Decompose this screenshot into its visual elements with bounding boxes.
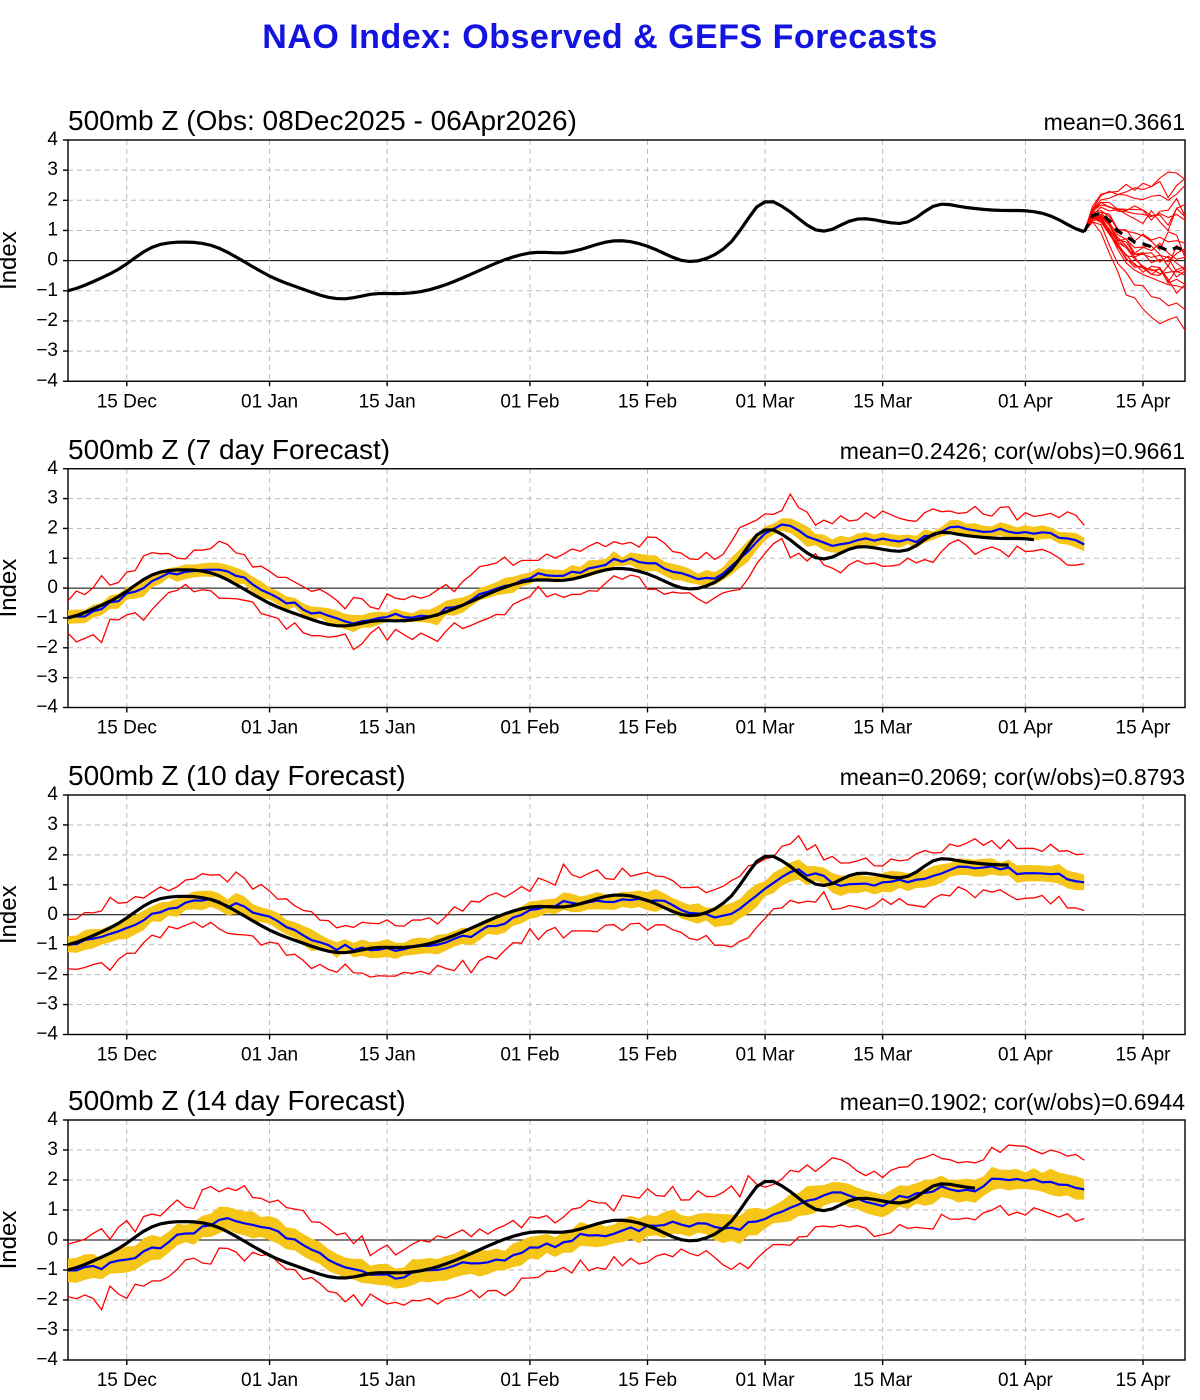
svg-text:Index: Index (0, 1211, 22, 1270)
svg-text:−2: −2 (36, 1289, 58, 1310)
svg-text:0: 0 (47, 1229, 58, 1250)
svg-text:1: 1 (47, 874, 58, 895)
svg-text:−4: −4 (36, 370, 58, 391)
svg-text:0: 0 (47, 904, 58, 925)
svg-text:15 Apr: 15 Apr (1116, 718, 1172, 739)
svg-text:01 Apr: 01 Apr (998, 1370, 1054, 1391)
svg-text:4: 4 (47, 458, 58, 479)
svg-text:2: 2 (47, 189, 58, 210)
svg-text:01 Jan: 01 Jan (241, 1370, 298, 1391)
svg-text:500mb Z (10 day Forecast): 500mb Z (10 day Forecast) (68, 760, 406, 791)
svg-text:−2: −2 (36, 964, 58, 985)
svg-text:15 Feb: 15 Feb (618, 1370, 677, 1391)
svg-text:01 Apr: 01 Apr (998, 1045, 1054, 1066)
svg-text:01 Mar: 01 Mar (736, 718, 796, 739)
svg-text:mean=0.2426; cor(w/obs)=0.9661: mean=0.2426; cor(w/obs)=0.9661 (840, 438, 1185, 464)
svg-text:01 Apr: 01 Apr (998, 718, 1054, 739)
svg-text:15 Jan: 15 Jan (359, 1370, 416, 1391)
svg-text:mean=0.2069; cor(w/obs)=0.8793: mean=0.2069; cor(w/obs)=0.8793 (840, 764, 1185, 790)
svg-text:−1: −1 (36, 1259, 58, 1280)
svg-text:0: 0 (47, 250, 58, 271)
svg-text:01 Jan: 01 Jan (241, 1045, 298, 1066)
svg-text:2: 2 (47, 1169, 58, 1190)
svg-text:01 Feb: 01 Feb (500, 718, 559, 739)
svg-text:01 Feb: 01 Feb (500, 391, 559, 412)
svg-text:4: 4 (47, 1109, 58, 1130)
svg-text:15 Apr: 15 Apr (1116, 391, 1172, 412)
svg-text:3: 3 (47, 159, 58, 180)
svg-text:15 Mar: 15 Mar (853, 1045, 913, 1066)
svg-text:15 Mar: 15 Mar (853, 1370, 913, 1391)
svg-text:−2: −2 (36, 637, 58, 658)
svg-text:−3: −3 (36, 667, 58, 688)
svg-text:15 Mar: 15 Mar (853, 391, 913, 412)
svg-text:Index: Index (0, 231, 22, 290)
svg-text:15 Feb: 15 Feb (618, 391, 677, 412)
svg-text:01 Mar: 01 Mar (736, 1370, 796, 1391)
svg-text:500mb Z (Obs: 08Dec2025 - 06Ap: 500mb Z (Obs: 08Dec2025 - 06Apr2026) (68, 105, 577, 136)
svg-text:Index: Index (0, 885, 22, 944)
svg-text:−1: −1 (36, 934, 58, 955)
svg-text:mean=0.1902; cor(w/obs)=0.6944: mean=0.1902; cor(w/obs)=0.6944 (840, 1089, 1185, 1115)
svg-text:15 Feb: 15 Feb (618, 718, 677, 739)
svg-text:1: 1 (47, 1199, 58, 1220)
svg-text:−1: −1 (36, 607, 58, 628)
svg-text:15 Dec: 15 Dec (97, 1045, 157, 1066)
svg-text:500mb Z (14 day Forecast): 500mb Z (14 day Forecast) (68, 1085, 406, 1116)
svg-text:−4: −4 (36, 697, 58, 718)
svg-text:15 Apr: 15 Apr (1116, 1045, 1172, 1066)
svg-text:1: 1 (47, 547, 58, 568)
svg-text:500mb Z (7 day Forecast): 500mb Z (7 day Forecast) (68, 434, 390, 465)
svg-text:15 Dec: 15 Dec (97, 391, 157, 412)
svg-text:2: 2 (47, 517, 58, 538)
svg-text:01 Feb: 01 Feb (500, 1370, 559, 1391)
svg-text:1: 1 (47, 219, 58, 240)
svg-text:01 Mar: 01 Mar (736, 1045, 796, 1066)
svg-text:01 Apr: 01 Apr (998, 391, 1054, 412)
svg-text:−3: −3 (36, 1319, 58, 1340)
svg-text:−4: −4 (36, 1024, 58, 1045)
svg-text:−3: −3 (36, 340, 58, 361)
svg-text:15 Dec: 15 Dec (97, 718, 157, 739)
svg-text:01 Jan: 01 Jan (241, 391, 298, 412)
svg-text:15 Feb: 15 Feb (618, 1045, 677, 1066)
svg-text:Index: Index (0, 559, 22, 618)
svg-text:4: 4 (47, 129, 58, 150)
svg-text:15 Dec: 15 Dec (97, 1370, 157, 1391)
svg-text:mean=0.3661: mean=0.3661 (1044, 109, 1185, 135)
svg-text:15 Jan: 15 Jan (359, 1045, 416, 1066)
svg-text:3: 3 (47, 1139, 58, 1160)
svg-text:15 Mar: 15 Mar (853, 718, 913, 739)
svg-text:−3: −3 (36, 994, 58, 1015)
svg-text:−4: −4 (36, 1349, 58, 1370)
svg-text:01 Jan: 01 Jan (241, 718, 298, 739)
svg-text:2: 2 (47, 844, 58, 865)
svg-text:−2: −2 (36, 310, 58, 331)
svg-text:3: 3 (47, 814, 58, 835)
svg-text:01 Feb: 01 Feb (500, 1045, 559, 1066)
svg-text:0: 0 (47, 577, 58, 598)
svg-text:4: 4 (47, 784, 58, 805)
svg-text:−1: −1 (36, 280, 58, 301)
svg-text:15 Apr: 15 Apr (1116, 1370, 1172, 1391)
svg-text:01 Mar: 01 Mar (736, 391, 796, 412)
svg-text:15 Jan: 15 Jan (359, 718, 416, 739)
svg-text:3: 3 (47, 488, 58, 509)
svg-text:15 Jan: 15 Jan (359, 391, 416, 412)
